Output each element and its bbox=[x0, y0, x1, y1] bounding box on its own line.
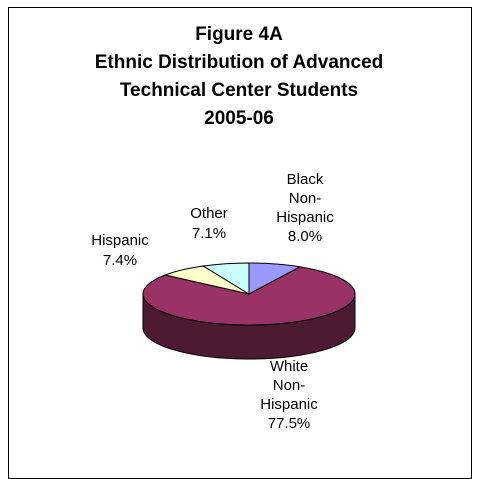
label-black-non-hispanic-line-2: Non- bbox=[289, 190, 322, 207]
label-hispanic-line-2: 7.4% bbox=[103, 252, 137, 269]
chart-title-line-3: Technical Center Students bbox=[119, 80, 359, 101]
label-white-non-hispanic-line-4: 77.5% bbox=[268, 415, 311, 432]
chart-title-line-2: Ethnic Distribution of Advanced bbox=[94, 52, 384, 73]
label-other-line-1: Other bbox=[190, 205, 228, 222]
pie-chart: Black Non- Hispanic 8.0% White Non- Hispanic 77… bbox=[91, 171, 356, 432]
label-black-non-hispanic-line-3: Hispanic bbox=[276, 209, 334, 226]
label-hispanic-line-1: Hispanic bbox=[91, 232, 149, 249]
label-black-non-hispanic-line-1: Black bbox=[287, 171, 324, 188]
label-other-line-2: 7.1% bbox=[192, 225, 226, 242]
slice-other bbox=[201, 262, 250, 295]
label-black-non-hispanic-line-4: 8.0% bbox=[288, 228, 322, 245]
chart-title-line-1: Figure 4A bbox=[195, 24, 283, 45]
slice-white-non-hispanic bbox=[142, 266, 356, 326]
label-white-non-hispanic-line-3: Hispanic bbox=[260, 396, 318, 413]
chart-title-line-4: 2005-06 bbox=[204, 108, 274, 129]
label-white-non-hispanic-line-1: White bbox=[270, 358, 308, 375]
label-white-non-hispanic-line-2: Non- bbox=[273, 377, 306, 394]
chart-frame bbox=[8, 7, 472, 479]
